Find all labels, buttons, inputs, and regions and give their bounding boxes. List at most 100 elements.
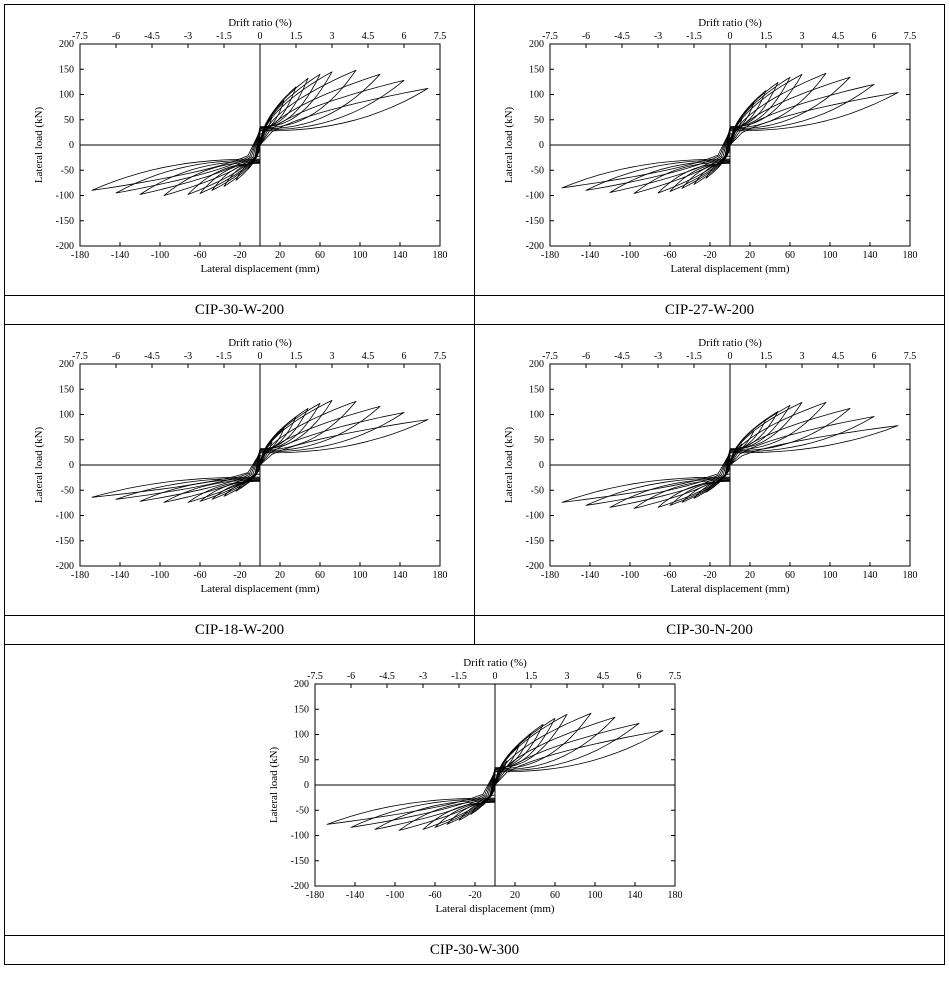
svg-text:Drift ratio (%): Drift ratio (%) — [698, 337, 762, 349]
svg-text:100: 100 — [529, 410, 544, 421]
svg-text:-7.5: -7.5 — [72, 31, 88, 42]
svg-text:20: 20 — [275, 570, 285, 581]
svg-text:-50: -50 — [295, 805, 308, 816]
svg-text:140: 140 — [862, 250, 877, 261]
chart-caption: CIP-30-W-300 — [5, 936, 945, 965]
svg-text:-1.5: -1.5 — [686, 351, 702, 362]
svg-text:0: 0 — [257, 351, 262, 362]
svg-text:6: 6 — [871, 31, 876, 42]
svg-text:-1.5: -1.5 — [451, 671, 467, 682]
svg-text:7.5: 7.5 — [433, 351, 446, 362]
svg-text:4.5: 4.5 — [596, 671, 609, 682]
svg-text:-140: -140 — [110, 250, 128, 261]
svg-text:100: 100 — [352, 250, 367, 261]
svg-text:-3: -3 — [183, 351, 191, 362]
hysteresis-chart: -180-140-100-60-202060100140180-7.5-6-4.… — [475, 325, 944, 615]
svg-text:150: 150 — [294, 704, 309, 715]
svg-text:60: 60 — [550, 890, 560, 901]
svg-text:200: 200 — [59, 359, 74, 370]
svg-text:-100: -100 — [620, 570, 638, 581]
svg-text:Lateral load (kN): Lateral load (kN) — [33, 426, 45, 503]
svg-text:-7.5: -7.5 — [307, 671, 323, 682]
svg-text:200: 200 — [294, 679, 309, 690]
hysteresis-chart: -180-140-100-60-202060100140180-7.5-6-4.… — [475, 5, 944, 295]
svg-text:-3: -3 — [653, 351, 661, 362]
svg-text:150: 150 — [59, 64, 74, 75]
svg-text:180: 180 — [432, 570, 447, 581]
svg-text:3: 3 — [799, 31, 804, 42]
svg-text:Drift ratio (%): Drift ratio (%) — [698, 17, 762, 29]
svg-text:20: 20 — [745, 570, 755, 581]
svg-text:0: 0 — [727, 31, 732, 42]
svg-text:6: 6 — [401, 31, 406, 42]
svg-text:-100: -100 — [620, 250, 638, 261]
svg-text:0: 0 — [257, 31, 262, 42]
svg-text:-100: -100 — [55, 511, 73, 522]
svg-text:-60: -60 — [193, 570, 206, 581]
svg-text:1.5: 1.5 — [289, 31, 302, 42]
svg-text:50: 50 — [534, 435, 544, 446]
svg-text:-1.5: -1.5 — [686, 31, 702, 42]
svg-text:-140: -140 — [110, 570, 128, 581]
chart-cell-p5: -180-140-100-60-202060100140180-7.5-6-4.… — [5, 645, 945, 936]
svg-text:100: 100 — [822, 570, 837, 581]
svg-text:60: 60 — [785, 250, 795, 261]
svg-text:Drift ratio (%): Drift ratio (%) — [228, 17, 292, 29]
chart-cell-p4: -180-140-100-60-202060100140180-7.5-6-4.… — [475, 325, 945, 616]
svg-text:20: 20 — [745, 250, 755, 261]
svg-text:-100: -100 — [150, 570, 168, 581]
svg-text:3: 3 — [564, 671, 569, 682]
svg-text:-6: -6 — [581, 351, 589, 362]
svg-text:60: 60 — [785, 570, 795, 581]
svg-text:-150: -150 — [55, 536, 73, 547]
svg-text:-100: -100 — [385, 890, 403, 901]
svg-text:-140: -140 — [580, 570, 598, 581]
svg-text:0: 0 — [492, 671, 497, 682]
chart-cell-p2: -180-140-100-60-202060100140180-7.5-6-4.… — [475, 5, 945, 296]
svg-text:140: 140 — [392, 250, 407, 261]
svg-text:Drift ratio (%): Drift ratio (%) — [228, 337, 292, 349]
svg-text:-140: -140 — [345, 890, 363, 901]
svg-text:0: 0 — [727, 351, 732, 362]
svg-text:-7.5: -7.5 — [542, 31, 558, 42]
svg-text:50: 50 — [534, 115, 544, 126]
svg-text:1.5: 1.5 — [759, 31, 772, 42]
svg-text:7.5: 7.5 — [903, 31, 916, 42]
svg-text:-7.5: -7.5 — [72, 351, 88, 362]
svg-text:180: 180 — [902, 250, 917, 261]
svg-text:-100: -100 — [150, 250, 168, 261]
svg-text:20: 20 — [275, 250, 285, 261]
svg-text:-1.5: -1.5 — [216, 31, 232, 42]
svg-text:Lateral displacement (mm): Lateral displacement (mm) — [200, 263, 319, 275]
svg-text:-200: -200 — [290, 881, 308, 892]
svg-text:180: 180 — [667, 890, 682, 901]
svg-text:Lateral load (kN): Lateral load (kN) — [268, 746, 280, 823]
svg-text:Lateral load (kN): Lateral load (kN) — [503, 426, 515, 503]
svg-text:-60: -60 — [663, 570, 676, 581]
hysteresis-chart: -180-140-100-60-202060100140180-7.5-6-4.… — [5, 5, 474, 295]
svg-text:200: 200 — [529, 39, 544, 50]
svg-text:-20: -20 — [468, 890, 481, 901]
figure-grid: -180-140-100-60-202060100140180-7.5-6-4.… — [4, 4, 945, 965]
svg-text:1.5: 1.5 — [759, 351, 772, 362]
svg-text:-150: -150 — [525, 216, 543, 227]
svg-text:1.5: 1.5 — [289, 351, 302, 362]
svg-text:-150: -150 — [525, 536, 543, 547]
svg-text:60: 60 — [315, 570, 325, 581]
svg-text:-200: -200 — [55, 561, 73, 572]
svg-text:180: 180 — [432, 250, 447, 261]
svg-text:0: 0 — [304, 780, 309, 791]
svg-text:6: 6 — [401, 351, 406, 362]
svg-text:-50: -50 — [60, 485, 73, 496]
svg-text:-150: -150 — [55, 216, 73, 227]
svg-text:0: 0 — [69, 140, 74, 151]
svg-text:Lateral displacement (mm): Lateral displacement (mm) — [670, 583, 789, 595]
svg-text:-6: -6 — [581, 31, 589, 42]
svg-text:0: 0 — [69, 460, 74, 471]
svg-text:-20: -20 — [233, 570, 246, 581]
svg-text:-4.5: -4.5 — [614, 31, 630, 42]
svg-text:50: 50 — [64, 435, 74, 446]
svg-text:3: 3 — [329, 351, 334, 362]
svg-text:-4.5: -4.5 — [144, 31, 160, 42]
svg-text:100: 100 — [587, 890, 602, 901]
